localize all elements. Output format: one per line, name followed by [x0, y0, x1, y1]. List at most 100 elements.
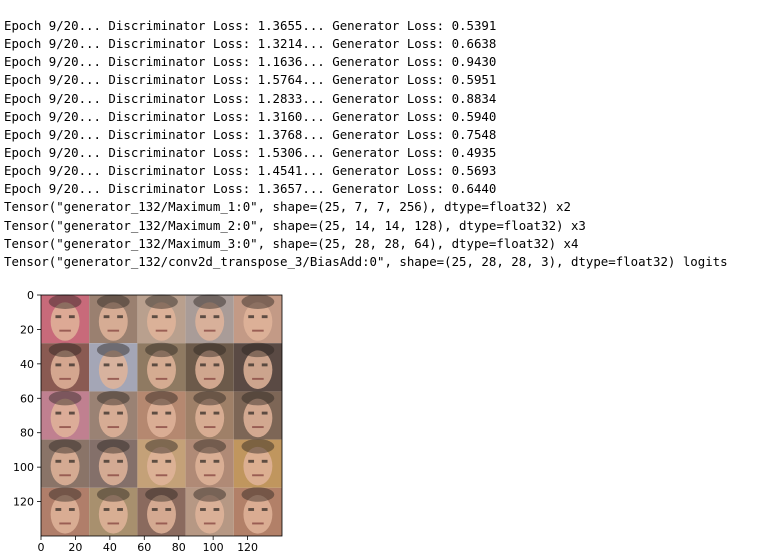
face-tile-eye — [261, 363, 268, 367]
face-tile-eye — [165, 411, 172, 415]
face-tile-eye — [200, 459, 206, 463]
face-tile-face — [98, 398, 128, 438]
face-tile-mouth — [203, 377, 216, 380]
output-line: Tensor("generator_132/Maximum_3:0", shap… — [4, 235, 579, 251]
face-tile-eye — [200, 315, 206, 319]
face-tile-eye — [165, 315, 172, 319]
face-tile-mouth — [252, 474, 264, 477]
face-tile-hair — [48, 390, 82, 406]
face-tile-mouth — [107, 377, 120, 380]
output-line: Epoch 9/20... Discriminator Loss: 1.5764… — [4, 72, 497, 88]
face-tile-face — [147, 398, 176, 438]
face-tile-eye — [117, 459, 123, 463]
face-tile-mouth — [107, 329, 120, 332]
output-line: Epoch 9/20... Discriminator Loss: 1.1636… — [4, 54, 497, 70]
face-tile-eye — [151, 411, 158, 415]
face-tile-eye — [103, 411, 110, 415]
face-tile-face — [243, 495, 273, 534]
face-tile-eye — [117, 315, 123, 319]
face-tile-hair — [193, 390, 227, 406]
face-tile-mouth — [155, 474, 168, 477]
face-tile-eye — [213, 411, 220, 415]
face-tile-hair — [241, 294, 275, 309]
output-line: Epoch 9/20... Discriminator Loss: 1.3655… — [4, 18, 497, 33]
face-tile-face — [195, 446, 225, 486]
face-tile-eye — [103, 363, 110, 367]
y-tick-label: 80 — [20, 427, 34, 440]
face-tile-face — [147, 350, 176, 389]
face-tile-mouth — [107, 426, 120, 429]
face-tile-hair — [241, 439, 275, 454]
axes-frame — [40, 294, 283, 537]
face-tile-hair — [193, 439, 227, 454]
face-tile-eye — [213, 508, 220, 511]
face-tile-eye — [165, 363, 172, 367]
face-tile-eye — [68, 315, 75, 319]
face-tile-eye — [261, 411, 268, 415]
face-tile-face — [98, 302, 128, 341]
face-tile-face — [243, 302, 273, 341]
face-tile-face — [147, 495, 176, 534]
face-tile-face — [195, 302, 225, 341]
face-tile-mouth — [107, 522, 120, 525]
face-tile-eye — [165, 508, 172, 511]
face-tile-mouth — [59, 329, 71, 332]
output-line: Epoch 9/20... Discriminator Loss: 1.3214… — [4, 36, 497, 52]
output-line: Tensor("generator_132/Maximum_1:0", shap… — [4, 199, 571, 215]
face-tile-eye — [117, 508, 123, 511]
face-tile-mouth — [203, 426, 216, 429]
face-tile-eye — [103, 315, 110, 319]
face-tile-hair — [145, 390, 178, 406]
output-line: Epoch 9/20... Discriminator Loss: 1.5306… — [4, 144, 497, 160]
y-tick-label: 20 — [20, 323, 34, 336]
face-tile-mouth — [59, 426, 71, 429]
face-tile-eye — [103, 459, 110, 463]
face-tile-eye — [117, 363, 123, 367]
x-tick-label: 0 — [38, 541, 45, 554]
y-tick-label: 120 — [13, 496, 34, 509]
x-tick-label: 40 — [103, 541, 117, 554]
face-tile-face — [147, 302, 176, 341]
face-tile-mouth — [59, 377, 71, 380]
face-tile-eye — [213, 363, 220, 367]
face-tile-eye — [151, 459, 158, 463]
face-tile-eye — [151, 315, 158, 319]
face-tile-mouth — [252, 329, 264, 332]
face-tile-mouth — [155, 377, 168, 380]
y-tick-label: 60 — [20, 392, 34, 405]
face-tile-hair — [96, 390, 130, 406]
face-tile-face — [243, 398, 273, 438]
face-tile-eye — [68, 411, 75, 415]
face-tile-eye — [151, 363, 158, 367]
face-tile-mouth — [252, 522, 264, 525]
face-tile-eye — [200, 363, 206, 367]
x-tick-label: 80 — [172, 541, 186, 554]
y-tick-label: 100 — [13, 461, 34, 474]
face-tile-face — [50, 495, 80, 534]
face-tile-eye — [55, 411, 62, 415]
face-tile-eye — [151, 508, 158, 511]
face-tile-eye — [55, 315, 62, 319]
face-tile-face — [50, 302, 80, 341]
face-tile-face — [50, 446, 80, 486]
face-tile-mouth — [203, 522, 216, 525]
face-tile-hair — [145, 342, 178, 358]
face-tile-hair — [193, 487, 227, 502]
face-tile-eye — [68, 508, 75, 511]
y-tick-label: 0 — [27, 289, 34, 302]
face-tile-face — [98, 350, 128, 389]
face-tile-hair — [96, 294, 130, 309]
face-tile-eye — [248, 508, 255, 511]
face-tile-eye — [248, 315, 255, 319]
face-tile-eye — [213, 315, 220, 319]
face-tile-face — [50, 398, 80, 438]
face-tile-hair — [145, 294, 178, 309]
face-tile-hair — [241, 487, 275, 502]
face-tile-mouth — [203, 474, 216, 477]
face-tile-mouth — [155, 426, 168, 429]
face-tile-eye — [248, 459, 255, 463]
output-line: Tensor("generator_132/conv2d_transpose_3… — [4, 253, 728, 269]
generated-faces-figure: 0 20 40 60 80 100 120 0 20 40 60 80 100 120 — [13, 289, 283, 554]
face-tile-hair — [48, 342, 82, 358]
face-tile-face — [50, 350, 80, 389]
